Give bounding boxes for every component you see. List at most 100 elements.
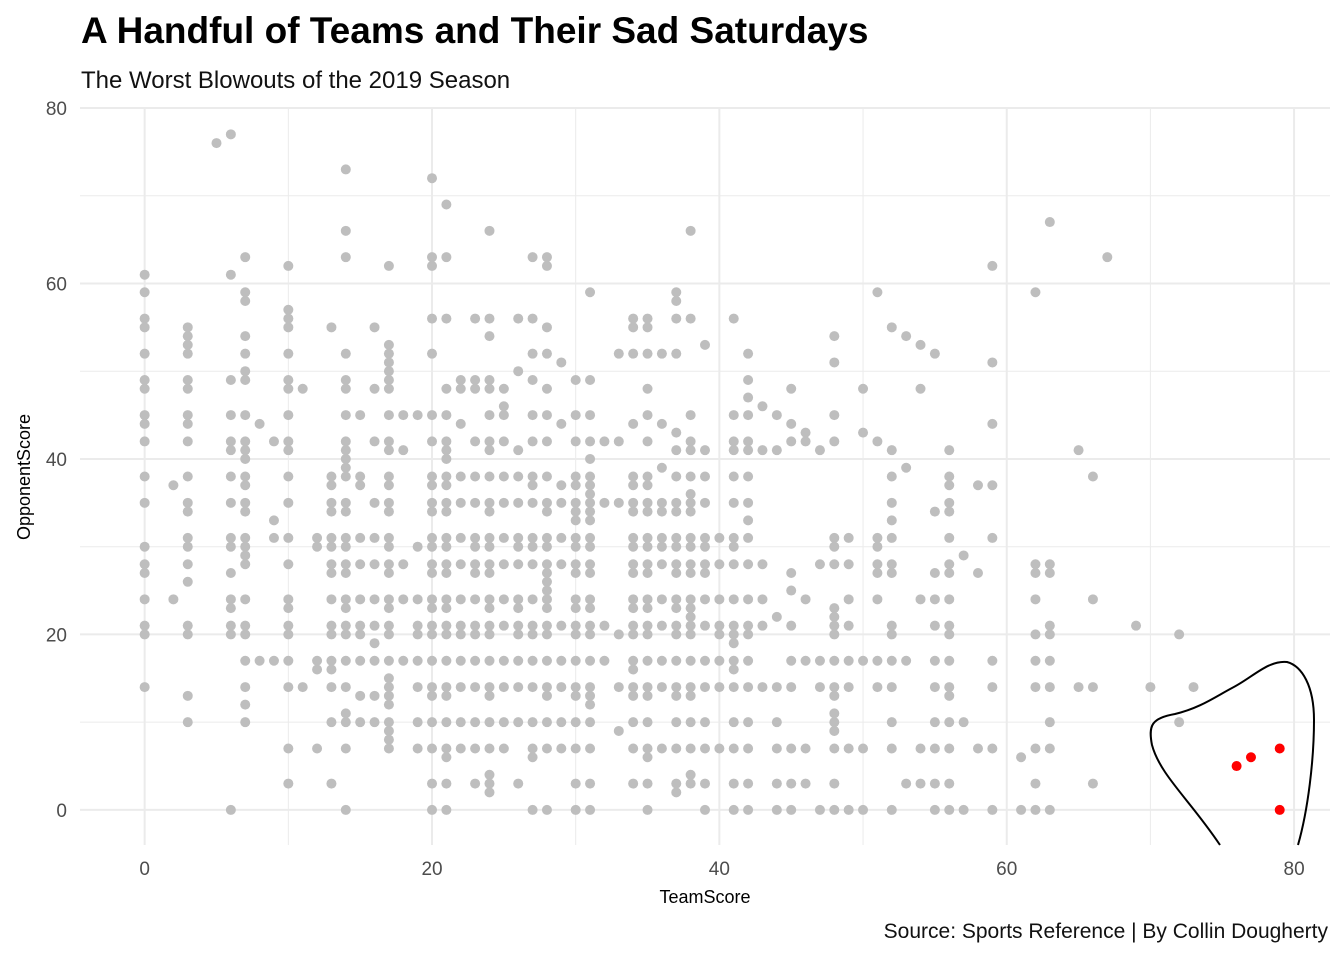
data-point <box>585 436 596 447</box>
data-point <box>628 497 639 508</box>
data-point <box>671 690 682 701</box>
data-point <box>570 471 581 482</box>
data-point <box>541 629 552 640</box>
data-point <box>671 629 682 640</box>
data-point <box>340 568 351 579</box>
data-point <box>182 331 193 342</box>
data-point <box>800 778 811 789</box>
data-point <box>383 594 394 605</box>
data-point <box>326 568 337 579</box>
data-point <box>139 418 150 429</box>
data-point <box>541 576 552 587</box>
data-point <box>628 322 639 333</box>
data-point <box>671 559 682 570</box>
data-point <box>498 471 509 482</box>
data-point <box>685 532 696 543</box>
data-point <box>929 743 940 754</box>
data-point <box>427 559 438 570</box>
data-point <box>671 603 682 614</box>
data-point <box>484 497 495 508</box>
data-point <box>585 489 596 500</box>
data-point <box>225 568 236 579</box>
data-point <box>829 629 840 640</box>
data-point <box>570 620 581 631</box>
data-point <box>944 480 955 491</box>
data-point <box>743 348 754 359</box>
data-point <box>628 717 639 728</box>
data-point <box>628 664 639 675</box>
data-point <box>139 269 150 280</box>
data-point <box>355 717 366 728</box>
data-point <box>628 603 639 614</box>
data-point <box>340 453 351 464</box>
data-point <box>527 436 538 447</box>
data-point <box>872 532 883 543</box>
data-point <box>843 559 854 570</box>
data-point <box>1073 682 1084 693</box>
data-point <box>326 532 337 543</box>
data-point <box>987 260 998 271</box>
data-point <box>685 717 696 728</box>
data-point <box>743 515 754 526</box>
data-point <box>340 743 351 754</box>
data-point <box>685 436 696 447</box>
data-point <box>700 804 710 815</box>
data-point <box>326 541 337 552</box>
data-point <box>613 629 624 640</box>
data-point <box>642 383 653 394</box>
data-point <box>484 506 495 517</box>
blowout-data-point <box>1274 804 1285 815</box>
data-point <box>441 568 452 579</box>
data-point <box>944 497 955 508</box>
data-point <box>484 471 495 482</box>
data-point <box>628 568 639 579</box>
data-point <box>843 804 854 815</box>
data-point <box>944 532 955 543</box>
data-point <box>383 260 394 271</box>
data-point <box>355 559 366 570</box>
data-point <box>427 778 438 789</box>
y-axis-title: OpponentScore <box>14 414 34 540</box>
data-point <box>728 682 739 693</box>
data-point <box>556 418 567 429</box>
data-point <box>642 506 653 517</box>
data-point <box>929 506 940 517</box>
data-point <box>326 497 337 508</box>
data-point <box>570 532 581 543</box>
data-point <box>441 559 452 570</box>
data-point <box>1174 717 1185 728</box>
data-point <box>225 620 236 631</box>
data-point <box>427 717 438 728</box>
data-point <box>470 374 481 385</box>
data-point <box>427 436 438 447</box>
data-point <box>829 778 840 789</box>
data-point <box>412 743 423 754</box>
data-point <box>743 629 754 640</box>
data-point <box>355 655 366 666</box>
data-point <box>326 664 337 675</box>
data-point <box>570 541 581 552</box>
data-point <box>484 629 495 640</box>
data-point <box>340 497 351 508</box>
data-point <box>570 497 581 508</box>
data-point <box>340 655 351 666</box>
data-point <box>498 436 509 447</box>
data-point <box>929 594 940 605</box>
data-point <box>441 629 452 640</box>
data-point <box>355 594 366 605</box>
data-point <box>685 682 696 693</box>
data-point <box>541 497 552 508</box>
data-point <box>527 594 538 605</box>
data-point <box>771 410 782 421</box>
data-point <box>427 471 438 482</box>
data-point <box>139 568 150 579</box>
data-point <box>355 410 366 421</box>
data-point <box>455 629 466 640</box>
data-point <box>182 497 193 508</box>
data-point <box>700 717 710 728</box>
data-point <box>700 532 710 543</box>
data-point <box>225 532 236 543</box>
data-point <box>685 541 696 552</box>
data-point <box>671 313 682 324</box>
data-point <box>599 655 610 666</box>
